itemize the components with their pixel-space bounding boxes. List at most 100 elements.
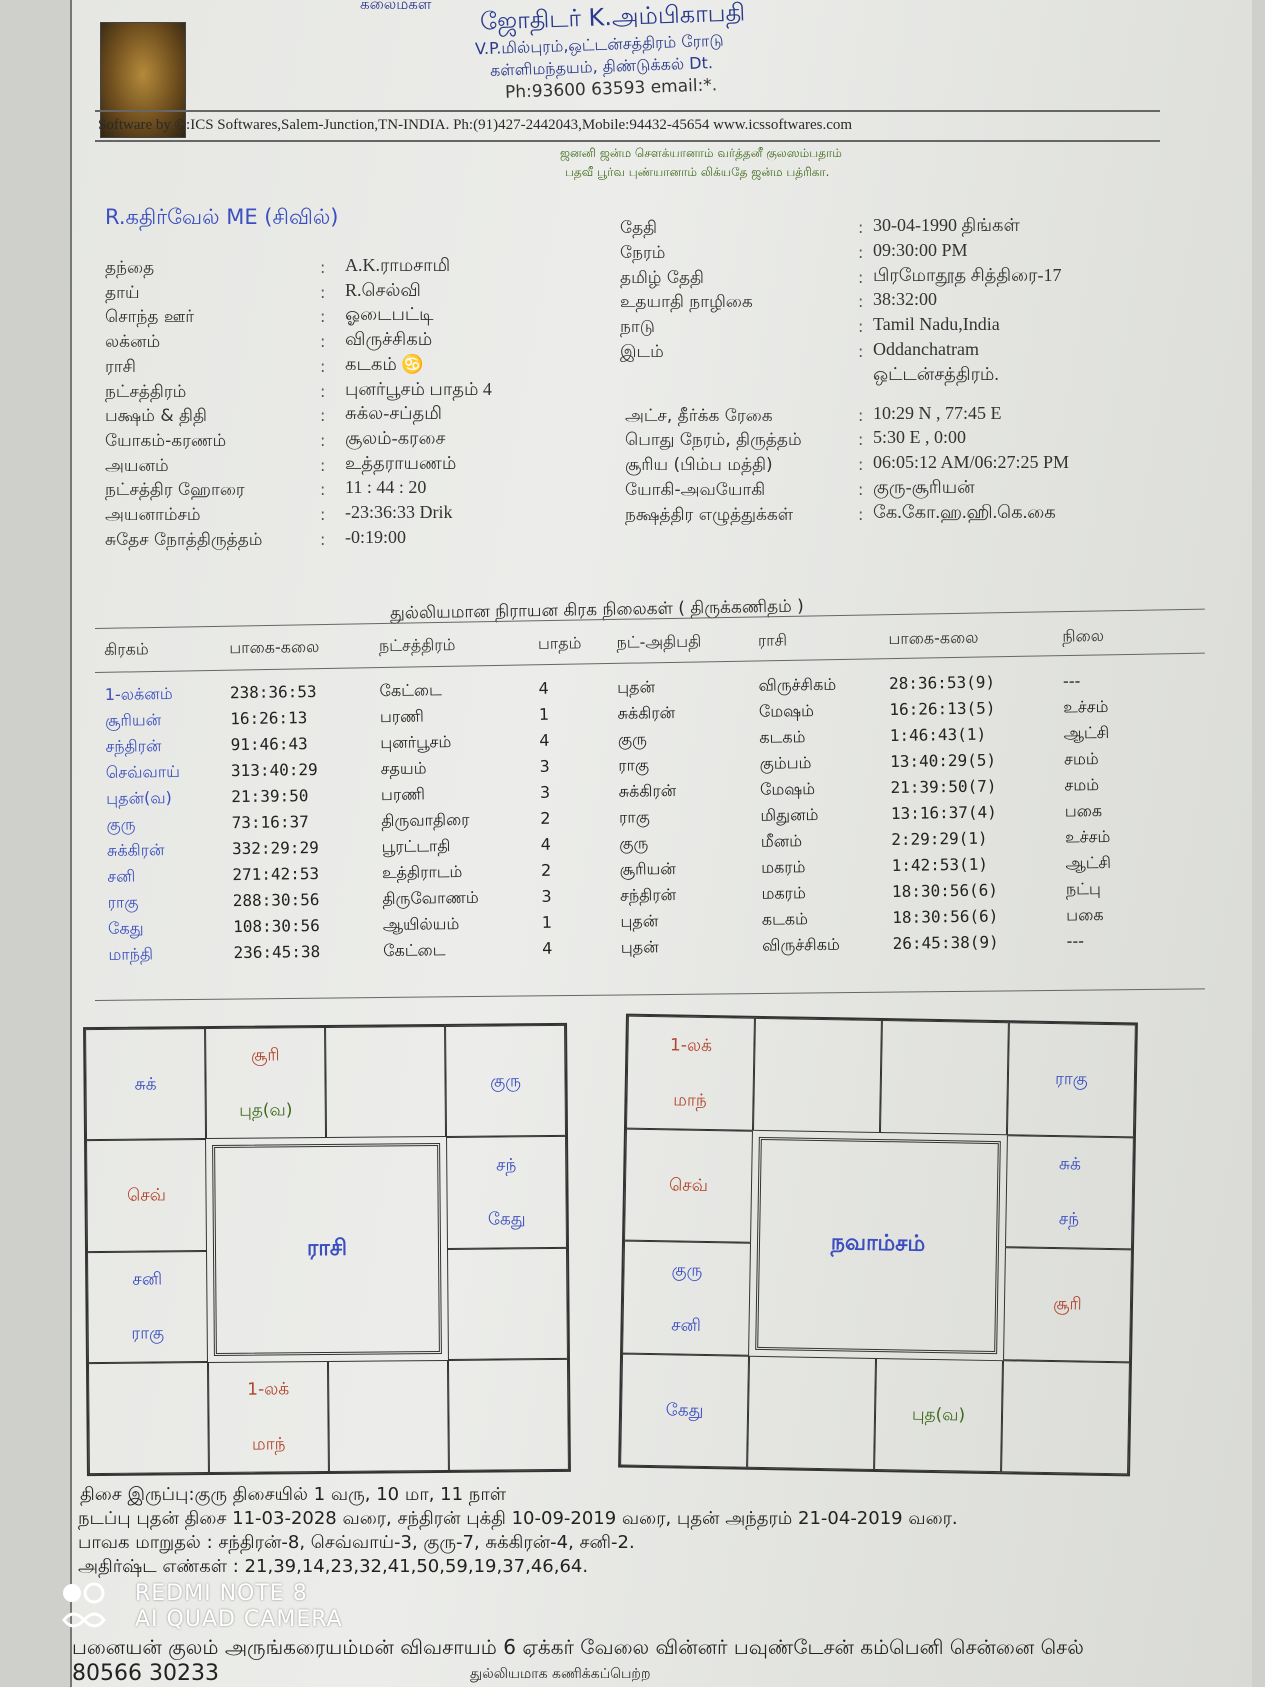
table-cell: புதன் <box>620 911 659 931</box>
table-cell: 18:30:56(6) <box>892 906 999 927</box>
column-header: நட்சத்திரம் <box>378 635 456 656</box>
detail-label: பொது நேரம், திருத்தம் <box>625 430 802 451</box>
planet-label: 1-லக் <box>669 1034 713 1056</box>
table-cell: கேட்டை <box>383 940 446 961</box>
table-cell: பரணி <box>380 784 426 805</box>
detail-label: தந்தை <box>105 258 155 278</box>
table-cell: சனி <box>107 866 136 886</box>
column-header: கிரகம் <box>103 639 149 659</box>
table-cell: சமம் <box>1064 775 1100 795</box>
planet-label: செவ் <box>668 1175 709 1196</box>
chart-house <box>879 1020 1009 1135</box>
planet-label: ராகு <box>1054 1069 1088 1090</box>
table-cell: 4 <box>538 678 549 698</box>
planet-label: ராகு <box>131 1323 165 1345</box>
detail-colon: : <box>320 332 326 352</box>
planet-label: குரு <box>671 1260 703 1281</box>
detail-value: சுக்ல-சப்தமி <box>345 403 442 424</box>
planet-label: மாந் <box>673 1090 707 1111</box>
deity-image <box>100 22 186 138</box>
table-cell: 4 <box>539 730 550 750</box>
table-cell: சமம் <box>1063 749 1099 769</box>
table-cell: 271:42:53 <box>232 863 320 885</box>
table-cell: சுக்கிரன் <box>618 780 677 801</box>
detail-colon: : <box>858 455 864 475</box>
planet-label: கேது <box>665 1400 704 1421</box>
detail-value: 30-04-1990 திங்கள் <box>873 215 1020 235</box>
chart-house: 1-லக் மாந் <box>207 1360 329 1474</box>
detail-label: தாய் <box>105 282 140 303</box>
chart-title: ராசி <box>212 1143 442 1356</box>
detail-colon: : <box>858 430 864 450</box>
contact-number: 80566 30233 <box>72 1661 219 1686</box>
table-cell: கேது <box>107 918 144 938</box>
table-cell: 3 <box>539 782 551 802</box>
table-cell: கேட்டை <box>379 680 442 701</box>
planet-positions-table: கிரகம் பாகை-கலை நட்சத்திரம் பாதம் நட்-அதிபதி… <box>100 625 1144 967</box>
detail-label: நேரம் <box>620 242 666 263</box>
handwritten-note: பனையன் குலம் அருங்கரையம்மன் விவசாயம் 6 ஏ… <box>72 1635 1084 1659</box>
cut-text: துல்லியமாக கணிக்கப்பெற்ற <box>470 1666 651 1682</box>
table-cell: குரு <box>619 833 649 853</box>
chart-house <box>325 1025 447 1139</box>
table-cell: ராகு <box>618 755 650 775</box>
table-cell: 313:40:29 <box>230 759 318 781</box>
detail-label: நட்சத்திர ஹோரை <box>105 480 245 501</box>
table-cell: --- <box>1062 671 1081 691</box>
table-cell: 28:36:53(9) <box>888 672 996 693</box>
header-top-partial: கலைமகள் <box>360 0 432 13</box>
table-cell: 13:40:29(5) <box>890 750 997 771</box>
planet-label: சந் <box>496 1154 517 1176</box>
table-cell: 21:39:50(7) <box>890 776 997 797</box>
planet-label: புத(வ) <box>911 1404 966 1426</box>
detail-label: லக்னம் <box>105 332 161 353</box>
table-cell: கடகம் <box>761 909 809 929</box>
detail-colon: : <box>858 480 864 499</box>
detail-value: Oddanchatram <box>873 339 979 359</box>
table-cell: ராகு <box>107 892 139 912</box>
table-cell: --- <box>1066 931 1085 951</box>
watermark-line-1: REDMI NOTE 8 <box>135 1581 308 1606</box>
detail-colon: : <box>320 282 326 302</box>
planet-label: புத(வ) <box>239 1100 293 1121</box>
table-cell: திருவாதிரை <box>381 809 470 831</box>
detail-value: 10:29 N , 77:45 E <box>873 402 1002 423</box>
table-cell: 16:26:13(5) <box>889 698 996 719</box>
detail-colon: : <box>858 504 864 524</box>
column-header: பாதம் <box>537 633 582 653</box>
planet-label: சூரி <box>1053 1294 1082 1315</box>
detail-label: உதயாதி நாழிகை <box>620 292 753 313</box>
table-cell: பகை <box>1066 905 1104 925</box>
table-cell: 1:42:53(1) <box>891 854 989 875</box>
chart-house: புத(வ) <box>874 1357 1004 1473</box>
detail-label: பக்ஷம் & திதி <box>105 406 207 427</box>
table-cell: சுக்கிரன் <box>106 840 165 860</box>
table-cell: 73:16:37 <box>231 812 309 833</box>
table-cell: நட்பு <box>1065 879 1101 899</box>
chart-house <box>752 1017 882 1133</box>
watermark-line-2: AI QUAD CAMERA <box>135 1607 343 1632</box>
detail-colon: : <box>320 480 326 500</box>
chart-house: குரு சனி <box>622 1240 752 1356</box>
detail-label: தேதி <box>620 218 658 238</box>
table-cell: உச்சம் <box>1063 696 1109 717</box>
table-cell: ஆட்சி <box>1063 722 1110 743</box>
table-cell: மகரம் <box>760 857 806 877</box>
planet-label: சுக் <box>134 1074 157 1095</box>
lucky-numbers: அதிர்ஷ்ட எண்கள் : 21,39,14,23,32,41,50,5… <box>78 1556 589 1577</box>
detail-label: அட்ச, தீர்க்க ரேகை <box>625 405 773 426</box>
table-cell: 1 <box>538 704 550 724</box>
table-cell: 288:30:56 <box>232 889 320 911</box>
table-cell: 3 <box>539 756 550 776</box>
table-cell: உச்சம் <box>1065 826 1111 847</box>
detail-value: 11 : 44 : 20 <box>345 477 427 498</box>
column-header: ராசி <box>757 630 788 650</box>
table-cell: 2 <box>540 860 552 880</box>
detail-value: பிரமோதூத சித்திரை-17 <box>873 264 1062 285</box>
table-cell: 91:46:43 <box>230 734 308 755</box>
chart-house: சுக் சந் <box>1004 1134 1134 1250</box>
detail-value: குரு-சூரியன் <box>873 477 975 497</box>
detail-colon: : <box>858 342 864 361</box>
detail-colon: : <box>858 267 864 287</box>
detail-colon: : <box>320 455 326 475</box>
